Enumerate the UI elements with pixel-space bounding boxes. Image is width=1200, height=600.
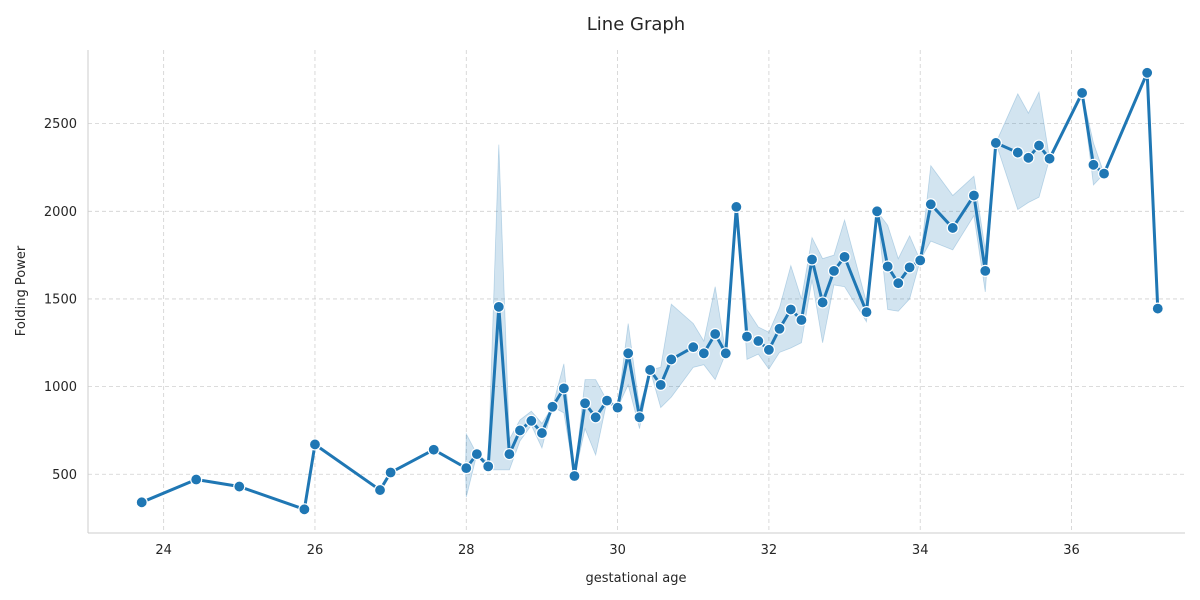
data-point bbox=[535, 426, 549, 440]
y-tick-label: 2500 bbox=[44, 117, 77, 132]
y-tick-label: 2000 bbox=[44, 205, 77, 220]
data-point bbox=[979, 264, 992, 277]
data-points bbox=[135, 66, 1164, 516]
data-point bbox=[730, 200, 743, 214]
data-point bbox=[384, 466, 397, 479]
data-point bbox=[373, 483, 387, 497]
data-point bbox=[568, 469, 581, 483]
data-point bbox=[924, 198, 937, 211]
data-point bbox=[644, 363, 657, 377]
data-point bbox=[805, 253, 819, 266]
data-point bbox=[1022, 151, 1035, 164]
data-point bbox=[795, 313, 808, 327]
y-tick-label: 1000 bbox=[44, 380, 77, 395]
data-point bbox=[762, 343, 776, 356]
x-tick-label: 28 bbox=[458, 543, 475, 558]
y-tick-label: 1500 bbox=[44, 292, 77, 307]
grid bbox=[88, 50, 1185, 533]
data-point bbox=[135, 496, 148, 509]
data-point bbox=[989, 136, 1002, 150]
x-tick-label: 30 bbox=[609, 543, 626, 558]
chart-title: Line Graph bbox=[587, 14, 685, 35]
data-point bbox=[903, 261, 916, 274]
data-point bbox=[740, 330, 754, 343]
x-tick-label: 36 bbox=[1063, 543, 1080, 558]
data-point bbox=[1043, 152, 1056, 165]
data-point bbox=[600, 394, 614, 407]
data-point bbox=[557, 382, 570, 395]
data-point bbox=[611, 401, 624, 414]
data-point bbox=[665, 353, 678, 366]
data-point bbox=[1011, 146, 1024, 159]
data-point bbox=[967, 189, 981, 202]
data-point bbox=[190, 473, 203, 486]
data-point bbox=[1032, 139, 1046, 152]
data-point bbox=[1087, 158, 1100, 171]
data-point bbox=[773, 322, 786, 335]
data-point bbox=[233, 480, 246, 493]
data-point bbox=[513, 424, 527, 437]
x-axis-ticks: 24 26 28 30 32 34 36 bbox=[155, 543, 1079, 558]
data-point bbox=[827, 264, 841, 277]
data-point bbox=[622, 347, 635, 360]
data-point bbox=[816, 296, 829, 309]
confidence-band bbox=[465, 90, 1105, 498]
x-tick-label: 32 bbox=[761, 543, 778, 558]
x-axis-label: gestational age bbox=[586, 571, 687, 586]
x-tick-label: 26 bbox=[307, 543, 324, 558]
x-tick-label: 34 bbox=[912, 543, 929, 558]
data-point bbox=[525, 414, 538, 427]
data-point bbox=[546, 400, 559, 413]
data-point bbox=[578, 397, 592, 410]
y-axis-label: Folding Power bbox=[14, 245, 29, 336]
data-point bbox=[752, 334, 765, 348]
data-point bbox=[914, 254, 927, 267]
data-point bbox=[492, 300, 505, 313]
data-point bbox=[687, 341, 700, 354]
data-point bbox=[881, 260, 894, 273]
data-point bbox=[633, 411, 646, 424]
data-point bbox=[1141, 66, 1154, 79]
y-tick-label: 500 bbox=[52, 468, 77, 483]
data-point bbox=[1151, 302, 1164, 315]
data-point bbox=[946, 221, 959, 235]
data-point bbox=[860, 306, 873, 319]
data-point bbox=[460, 462, 473, 475]
data-point bbox=[298, 503, 311, 516]
data-point bbox=[1076, 86, 1089, 100]
y-axis-ticks: 500 1000 1500 2000 2500 bbox=[44, 117, 77, 483]
data-point bbox=[308, 438, 322, 451]
data-point bbox=[697, 347, 710, 360]
data-point bbox=[870, 205, 884, 218]
data-point bbox=[784, 303, 797, 316]
data-point bbox=[503, 448, 516, 461]
data-point bbox=[709, 327, 722, 341]
data-point bbox=[427, 443, 440, 456]
data-point bbox=[589, 411, 602, 424]
x-tick-label: 24 bbox=[155, 543, 172, 558]
data-point bbox=[1097, 167, 1111, 180]
data-point bbox=[719, 347, 732, 360]
data-point bbox=[892, 277, 905, 290]
data-point bbox=[470, 448, 483, 461]
data-point bbox=[654, 378, 667, 391]
data-point bbox=[838, 250, 851, 263]
data-point bbox=[482, 460, 495, 473]
